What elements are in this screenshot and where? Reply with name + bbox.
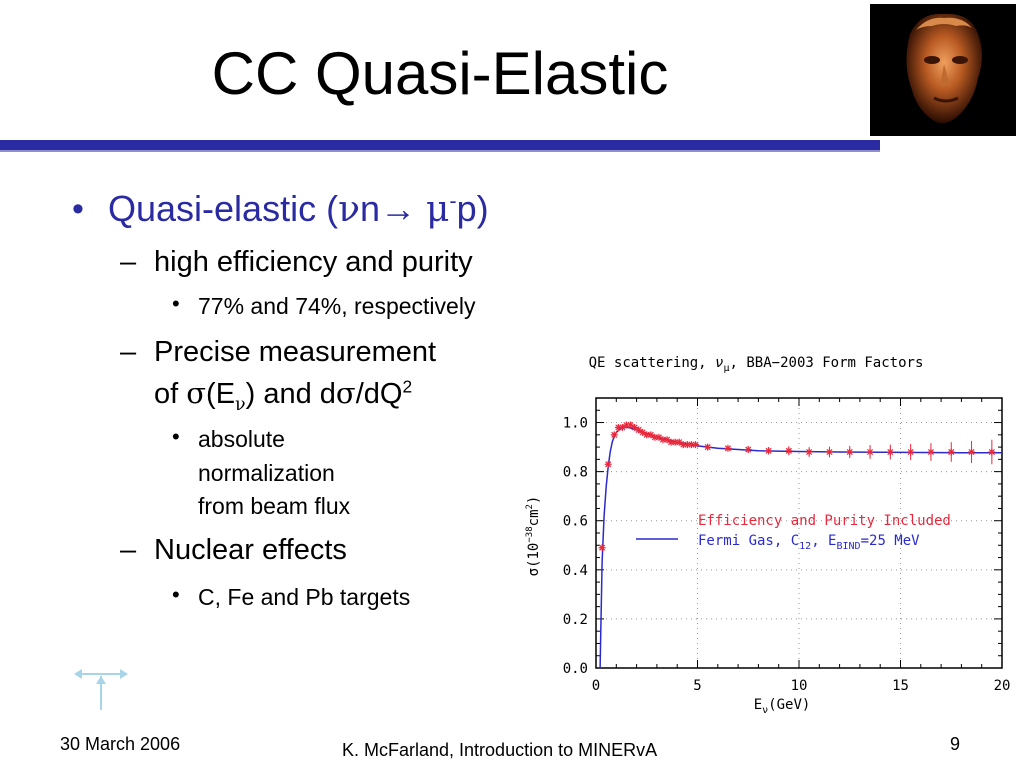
data-point: [765, 447, 773, 455]
data-point: [604, 460, 612, 468]
data-point-stroke: [631, 424, 638, 431]
bullet-quasi-elastic: Quasi-elastic (νn→ μ-p): [108, 188, 489, 230]
data-point: [724, 444, 732, 452]
data-point-stroke: [635, 426, 642, 433]
data-point-stroke: [724, 445, 731, 452]
data-point: [785, 447, 793, 455]
bullet-marker: •: [172, 291, 180, 316]
footer-date: 30 March 2006: [60, 734, 181, 754]
data-point-stroke: [599, 544, 606, 551]
dash-marker: –: [120, 336, 137, 368]
data-point-stroke: [704, 444, 711, 451]
x-tick-label: 5: [693, 678, 701, 694]
data-point: [846, 448, 854, 456]
data-point: [927, 448, 935, 456]
title-underline-shadow: [0, 150, 880, 152]
data-point-stroke: [867, 448, 874, 456]
bullet-targets: C, Fe and Pb targets: [198, 584, 411, 610]
x-tick-label: 20: [994, 678, 1011, 694]
data-point-stroke: [676, 439, 683, 446]
data-point: [704, 443, 712, 451]
data-point: [610, 431, 618, 439]
data-point-stroke: [647, 431, 654, 438]
y-axis-label: σ(10−38cm2): [525, 496, 542, 577]
data-point-stroke: [619, 424, 626, 431]
data-point: [627, 421, 635, 429]
data-point-stroke: [785, 447, 792, 454]
data-point: [825, 448, 833, 456]
x-tick-label: 0: [592, 678, 600, 694]
data-point-stroke: [968, 448, 975, 456]
bullet-efficiency-values: 77% and 74%, respectively: [198, 293, 476, 319]
data-point: [598, 544, 606, 552]
slide-title: CC Quasi-Elastic: [211, 40, 669, 107]
data-point-stroke: [988, 448, 995, 456]
footer-author: K. McFarland, Introduction to MINERvA: [342, 740, 658, 760]
data-point-stroke: [745, 446, 752, 453]
y-tick-label: 0.4: [563, 563, 588, 579]
data-point-stroke: [655, 434, 662, 441]
data-point-stroke: [692, 441, 699, 448]
bullet-precise-line1: Precise measurement: [154, 336, 437, 368]
bullet-normalization-line3: from beam flux: [198, 493, 351, 519]
y-tick-label: 0.2: [563, 612, 588, 628]
title-underline: [0, 140, 880, 150]
bullet-normalization-line2: normalization: [198, 460, 335, 486]
navigation-arrows-icon[interactable]: [72, 662, 130, 714]
data-point-stroke: [765, 447, 772, 454]
chart-title: QE scattering, νμ, BBA−2003 Form Factors: [589, 355, 924, 374]
data-point: [988, 448, 996, 456]
cross-section-chart: QE scattering, νμ, BBA−2003 Form Factors…: [525, 355, 1011, 716]
y-tick-label: 1.0: [563, 416, 588, 432]
data-point: [866, 448, 874, 456]
data-point: [907, 448, 915, 456]
data-point-stroke: [627, 421, 634, 429]
bullet-nuclear: Nuclear effects: [154, 534, 347, 566]
data-point: [691, 441, 699, 449]
bust-photo-graphic: [870, 4, 1016, 136]
y-tick-label: 0.0: [563, 661, 588, 677]
data-point-stroke: [887, 448, 894, 456]
data-point-stroke: [639, 429, 646, 436]
bullet-marker: •: [172, 424, 180, 449]
x-tick-label: 15: [892, 678, 909, 694]
data-point: [947, 448, 955, 456]
data-point-stroke: [948, 448, 955, 456]
data-point-stroke: [806, 448, 813, 456]
data-point-stroke: [927, 448, 934, 456]
data-point-stroke: [907, 448, 914, 456]
data-point-stroke: [846, 448, 853, 456]
data-point: [655, 433, 663, 441]
data-point-stroke: [611, 431, 618, 438]
bullet-efficiency: high efficiency and purity: [154, 246, 473, 278]
data-point: [631, 423, 639, 431]
data-point-stroke: [605, 461, 612, 468]
dash-marker: –: [120, 534, 137, 566]
y-tick-label: 0.8: [563, 465, 588, 481]
bullet-normalization-line1: absolute: [198, 426, 285, 452]
data-point-stroke: [826, 448, 833, 456]
legend-entry-fermi: Fermi Gas, C12, EBIND=25 MeV: [698, 533, 920, 552]
legend-entry-efficiency: Efficiency and Purity Included: [698, 513, 951, 529]
x-axis-label: Eν(GeV): [754, 697, 811, 716]
dash-marker: –: [120, 246, 137, 278]
data-point: [805, 448, 813, 456]
y-tick-label: 0.6: [563, 514, 588, 530]
bullet-precise-line2: of σ(Eν) and dσ/dQ2: [154, 376, 413, 415]
data-point-stroke: [664, 436, 671, 443]
bullet-marker: •: [72, 190, 84, 228]
bust-photo: [870, 4, 1016, 136]
bullet-marker: •: [172, 582, 180, 607]
data-point: [744, 446, 752, 454]
data-point: [968, 448, 976, 456]
x-tick-label: 10: [791, 678, 808, 694]
data-point: [886, 448, 894, 456]
page-number: 9: [950, 734, 961, 754]
